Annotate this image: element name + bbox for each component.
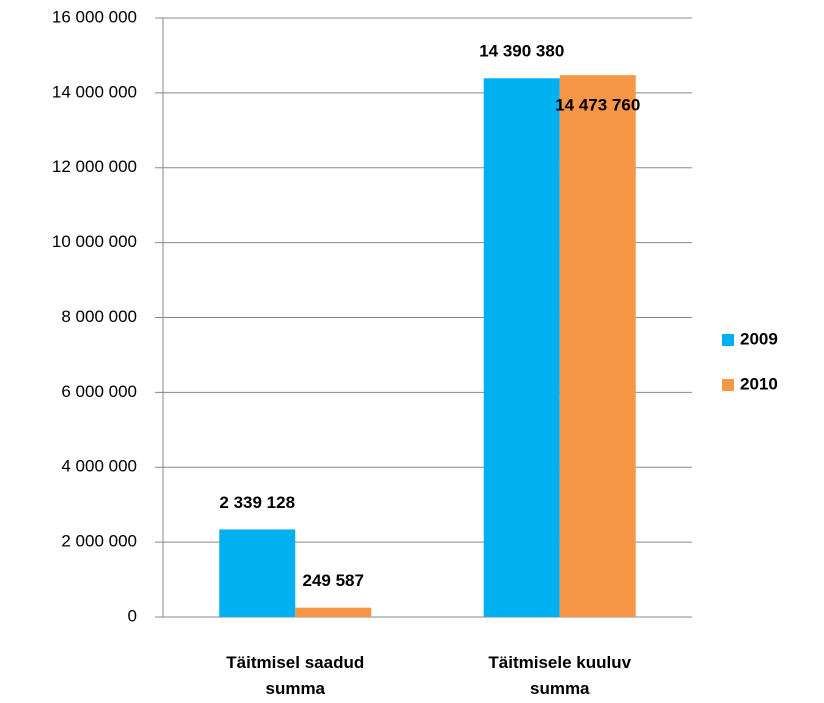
y-tick-label: 2 000 000 <box>61 532 137 551</box>
y-tick-label: 4 000 000 <box>61 457 137 476</box>
bar <box>559 75 636 617</box>
y-tick-label: 16 000 000 <box>52 7 137 26</box>
y-tick-label: 0 <box>128 606 137 625</box>
data-label: 249 587 <box>303 571 364 590</box>
x-tick-label: Täitmisel saadud summa <box>226 653 365 698</box>
legend-swatch <box>722 334 734 346</box>
bar <box>219 529 296 617</box>
y-tick-label: 10 000 000 <box>52 232 137 251</box>
y-tick-label: 8 000 000 <box>61 307 137 326</box>
x-tick-label: Täitmisele kuuluv summa <box>488 653 632 698</box>
legend-label: 2009 <box>740 329 778 348</box>
y-tick-label: 14 000 000 <box>52 82 137 101</box>
legend-swatch <box>722 379 734 391</box>
legend-label: 2010 <box>740 374 778 393</box>
data-label: 2 339 128 <box>219 493 295 512</box>
y-tick-label: 6 000 000 <box>61 382 137 401</box>
bar <box>295 607 372 617</box>
y-tick-label: 12 000 000 <box>52 157 137 176</box>
bar <box>483 78 560 618</box>
data-label: 14 473 760 <box>555 96 640 115</box>
data-label: 14 390 380 <box>479 42 564 61</box>
